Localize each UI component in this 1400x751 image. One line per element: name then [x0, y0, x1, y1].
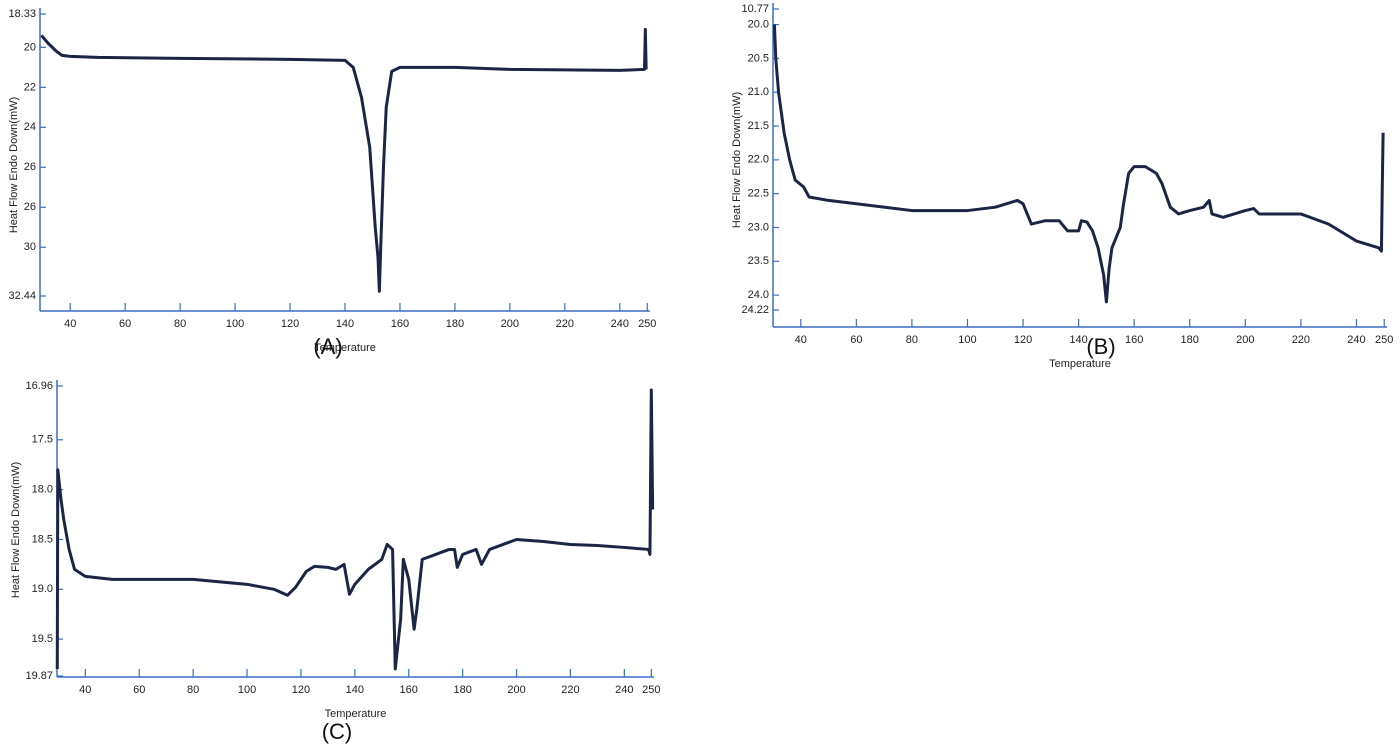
x-tick-label: 120	[281, 318, 299, 330]
x-tick-label: 120	[1014, 334, 1032, 346]
x-tick-label: 40	[795, 334, 807, 346]
x-tick-label: 100	[226, 318, 244, 330]
y-tick-label: 20.0	[748, 18, 769, 30]
x-tick-label: 220	[556, 318, 574, 330]
y-tick-label: 24.0	[748, 289, 769, 301]
x-axis-title: Temperature	[1049, 358, 1111, 370]
y-tick-label: 23.5	[748, 255, 769, 267]
x-tick-label: 160	[1125, 334, 1143, 346]
x-tick-label: 60	[850, 334, 862, 346]
x-tick-label: 250	[638, 318, 656, 330]
x-tick-label: 250	[1375, 334, 1393, 346]
x-tick-label: 40	[64, 318, 76, 330]
x-axis-title: Temperature	[314, 342, 376, 354]
y-tick-label: 22.5	[748, 188, 769, 200]
y-tick-label: 26	[24, 161, 36, 173]
x-tick-label: 120	[292, 684, 310, 696]
x-tick-label: 180	[453, 684, 471, 696]
panel-caption: (A)	[313, 334, 342, 359]
y-tick-label: 24.22	[741, 304, 769, 316]
x-tick-label: 240	[1347, 334, 1365, 346]
y-tick-label: 10.77	[741, 3, 769, 15]
y-tick-label: 20.5	[748, 52, 769, 64]
x-tick-label: 140	[346, 684, 364, 696]
y-tick-label: 21.5	[748, 120, 769, 132]
y-tick-label: 20	[24, 41, 36, 53]
x-tick-label: 100	[238, 684, 256, 696]
x-tick-label: 240	[615, 684, 633, 696]
y-tick-label: 19.87	[25, 670, 53, 682]
y-tick-label: 18.0	[32, 484, 53, 496]
y-axis-title: Heat Flow Endo Down(mW)	[8, 97, 20, 233]
x-tick-label: 240	[611, 318, 629, 330]
y-tick-label: 19.5	[32, 633, 53, 645]
x-tick-label: 140	[1069, 334, 1087, 346]
panel-caption: (C)	[322, 719, 353, 744]
y-tick-label: 32.44	[8, 290, 36, 302]
y-tick-label: 16.96	[25, 380, 53, 392]
x-tick-label: 80	[187, 684, 199, 696]
y-tick-label: 17.5	[32, 434, 53, 446]
x-tick-label: 180	[1181, 334, 1199, 346]
panel-caption: (B)	[1086, 334, 1115, 359]
y-tick-label: 18.5	[32, 533, 53, 545]
y-tick-label: 26	[24, 201, 36, 213]
y-tick-label: 21.0	[748, 86, 769, 98]
data-line	[772, 24, 1385, 304]
x-tick-label: 180	[446, 318, 464, 330]
x-tick-label: 220	[1292, 334, 1310, 346]
y-tick-label: 22.0	[748, 154, 769, 166]
y-tick-label: 23.0	[748, 221, 769, 233]
x-tick-label: 40	[79, 684, 91, 696]
y-axis-title: Heat Flow Endo Down(mW)	[10, 462, 22, 598]
y-tick-label: 18.33	[8, 8, 36, 20]
x-axis-title: Temperature	[325, 708, 387, 720]
x-tick-label: 80	[906, 334, 918, 346]
y-tick-label: 22	[24, 81, 36, 93]
x-tick-label: 140	[336, 318, 354, 330]
y-axis-title: Heat Flow Endo Down(mW)	[731, 92, 743, 228]
x-tick-label: 100	[958, 334, 976, 346]
x-tick-label: 200	[1236, 334, 1254, 346]
y-tick-label: 24	[24, 121, 36, 133]
x-tick-label: 160	[391, 318, 409, 330]
x-tick-label: 60	[133, 684, 145, 696]
x-tick-label: 220	[561, 684, 579, 696]
data-line	[55, 388, 655, 671]
x-tick-label: 80	[174, 318, 186, 330]
x-tick-label: 60	[119, 318, 131, 330]
x-tick-label: 160	[400, 684, 418, 696]
y-tick-label: 19.0	[32, 583, 53, 595]
y-tick-label: 30	[24, 241, 36, 253]
x-tick-label: 200	[507, 684, 525, 696]
x-tick-label: 200	[501, 318, 519, 330]
data-line	[40, 27, 648, 293]
x-tick-label: 250	[642, 684, 660, 696]
